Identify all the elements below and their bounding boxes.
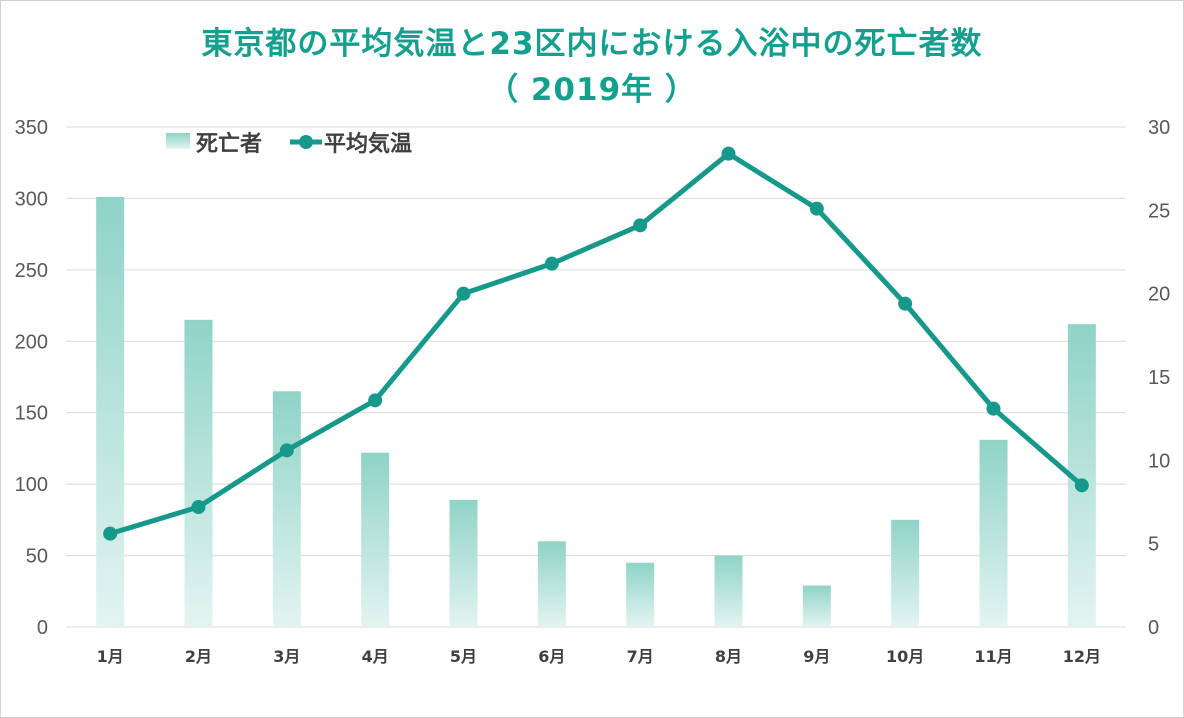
left-axis-tick-label: 100 [15, 474, 48, 496]
left-axis-tick-label: 300 [15, 188, 48, 210]
temperature-point [809, 201, 824, 216]
bar [96, 197, 125, 627]
legend-label-bar: 死亡者 [196, 131, 262, 157]
right-axis-tick-label: 10 [1148, 450, 1170, 472]
x-axis-tick-label: 8月 [715, 647, 742, 666]
bar [272, 391, 301, 627]
right-axis-tick-label: 5 [1148, 534, 1159, 556]
left-axis-tick-label: 50 [26, 546, 48, 568]
chart-title: 東京都の平均気温と23区内における入浴中の死亡者数 [201, 26, 983, 62]
temperature-point [721, 146, 736, 161]
bar [184, 319, 213, 627]
bar [537, 541, 566, 627]
x-axis-tick-label: 3月 [273, 647, 300, 666]
x-axis-tick-label: 2月 [185, 647, 212, 666]
temperature-point [986, 401, 1001, 416]
right-axis-tick-label: 30 [1148, 117, 1170, 139]
left-axis-tick-label: 0 [37, 617, 48, 639]
bar [714, 555, 743, 627]
x-axis-tick-label: 4月 [362, 647, 389, 666]
bar [979, 439, 1008, 627]
x-axis-tick-label: 9月 [803, 647, 830, 666]
temperature-point [191, 500, 206, 514]
temperature-point [633, 218, 648, 233]
right-axis-tick-label: 25 [1148, 200, 1170, 222]
legend-swatch-marker [299, 135, 313, 149]
temperature-point [368, 393, 383, 408]
x-axis-tick-label: 1月 [97, 647, 124, 666]
right-axis-tick-label: 0 [1148, 617, 1159, 639]
legend-swatch-bar [166, 133, 190, 149]
temperature-point [103, 526, 118, 541]
x-axis-tick-label: 11月 [974, 647, 1012, 666]
chart-subtitle: （ 2019年 ） [487, 72, 697, 108]
x-axis-tick-label: 10月 [886, 647, 924, 666]
bar [449, 499, 478, 627]
x-axis-tick-label: 12月 [1063, 647, 1101, 666]
legend-label-line: 平均気温 [324, 131, 412, 157]
right-axis-tick-label: 20 [1148, 284, 1170, 306]
x-axis-tick-label: 7月 [627, 647, 654, 666]
temperature-point [898, 296, 913, 311]
left-axis-tick-label: 350 [15, 117, 48, 139]
left-axis-tick-label: 200 [15, 331, 48, 353]
temperature-point [279, 443, 294, 458]
temperature-point [1074, 478, 1089, 493]
x-axis-tick-label: 5月 [450, 647, 477, 666]
left-axis-tick-label: 250 [15, 260, 48, 282]
temperature-point [456, 286, 471, 301]
left-axis-tick-label: 150 [15, 403, 48, 425]
temperature-point [544, 256, 559, 271]
bar [361, 452, 390, 627]
bar [891, 519, 920, 627]
bar [802, 585, 831, 627]
right-axis-tick-label: 15 [1148, 367, 1170, 389]
temperature-line [109, 151, 1084, 537]
x-axis-tick-label: 6月 [538, 647, 565, 666]
bar [626, 562, 655, 627]
